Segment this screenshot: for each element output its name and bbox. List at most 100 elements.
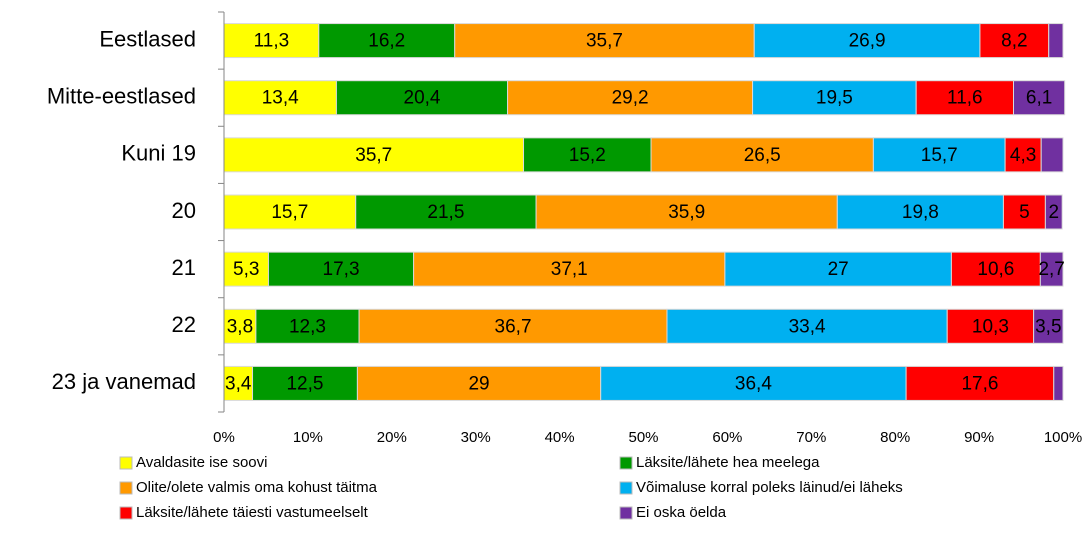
bar-segment [1040,137,1064,173]
value-label: 12,5 [286,373,323,394]
bar-segment [223,251,269,287]
bar-segment [905,365,1055,401]
category-label: Eestlased [99,26,196,51]
value-label: 26,5 [744,145,781,166]
legend-label: Läksite/lähete hea meelega [636,454,820,471]
value-label: 15,7 [271,202,308,223]
category-label: 23 ja vanemad [52,369,196,394]
legend-label: Ei oska öelda [636,504,727,521]
x-tick-label: 100% [1044,429,1082,446]
value-label: 11,6 [947,88,983,109]
bar-segment [979,23,1050,59]
bar-segment [255,308,360,344]
value-label: 5 [1019,202,1030,223]
x-tick-label: 0% [213,429,235,446]
bar-segment [523,137,652,173]
x-tick-label: 40% [545,429,575,446]
bar-segment [358,308,668,344]
x-tick-label: 10% [293,429,323,446]
bar-segment [318,23,456,59]
category-label: 22 [172,312,196,337]
value-label: 33,4 [789,316,826,337]
legend-swatch [619,506,633,520]
bar-segment [1048,23,1064,59]
bar-segment [1053,365,1064,401]
x-tick-label: 80% [880,429,910,446]
value-label: 5,3 [233,259,259,280]
value-label: 29,2 [612,88,649,109]
category-label: Mitte-eestlased [47,84,196,109]
value-label: 10,3 [972,316,1009,337]
bar-segment [413,251,726,287]
bar-segment [223,137,525,173]
value-label: 3,4 [225,373,252,394]
bar-segment [535,194,838,230]
legend-swatch [119,481,133,495]
value-label: 3,8 [227,316,253,337]
value-label: 12,3 [289,316,326,337]
x-tick-label: 60% [712,429,742,446]
legend-swatch [119,506,133,520]
bar-segment [223,308,257,344]
value-label: 2,7 [1038,259,1064,280]
value-label: 29 [468,373,489,394]
bar-segment [752,80,917,116]
value-label: 11,3 [254,31,290,52]
legend-label: Avaldasite ise soovi [136,454,267,471]
value-label: 35,7 [355,145,392,166]
x-tick-label: 70% [796,429,826,446]
category-label: Kuni 19 [121,141,196,166]
value-label: 15,7 [921,145,958,166]
value-label: 35,9 [668,202,705,223]
x-tick-label: 20% [377,429,407,446]
value-label: 16,2 [368,31,405,52]
value-label: 10,6 [977,259,1014,280]
x-tick-label: 30% [461,429,491,446]
value-label: 36,7 [495,316,532,337]
value-label: 3,5 [1035,316,1061,337]
bar-segment [454,23,755,59]
legend-label: Võimaluse korral poleks läinud/ei läheks [636,479,903,496]
value-label: 13,4 [262,88,299,109]
bar-segment [1039,251,1064,287]
value-label: 8,2 [1001,31,1027,52]
value-label: 35,7 [586,31,623,52]
bar-segment [267,251,415,287]
value-label: 15,2 [569,145,606,166]
bar-segment [650,137,874,173]
bar-segment [355,194,537,230]
value-label: 27 [828,259,849,280]
category-label: 21 [172,255,196,280]
legend-swatch [619,481,633,495]
value-label: 19,8 [902,202,939,223]
value-label: 21,5 [427,202,464,223]
bar-segment [1004,137,1042,173]
legend-label: Olite/olete valmis oma kohust täitma [136,479,378,496]
legend-swatch [619,456,633,470]
bar-segment [335,80,509,116]
bar-segment [223,23,320,59]
bar-segment [836,194,1004,230]
bar-segment [666,308,948,344]
bar-segment [1012,80,1066,116]
category-label: 20 [172,198,196,223]
bar-segment [1044,194,1063,230]
legend-label: Läksite/lähete täiesti vastumeelselt [136,504,369,521]
bar-segment [724,251,952,287]
value-label: 2 [1048,202,1059,223]
x-tick-label: 50% [628,429,658,446]
value-label: 17,6 [961,373,998,394]
bar-segment [507,80,754,116]
value-label: 20,4 [404,88,441,109]
bar-segment [915,80,1014,116]
value-label: 26,9 [849,31,886,52]
value-label: 4,3 [1010,145,1036,166]
bar-segment [356,365,602,401]
value-label: 17,3 [323,259,360,280]
x-tick-label: 90% [964,429,994,446]
value-label: 37,1 [551,259,588,280]
bar-segment [600,365,907,401]
value-label: 36,4 [735,373,772,394]
bar-segment [946,308,1035,344]
